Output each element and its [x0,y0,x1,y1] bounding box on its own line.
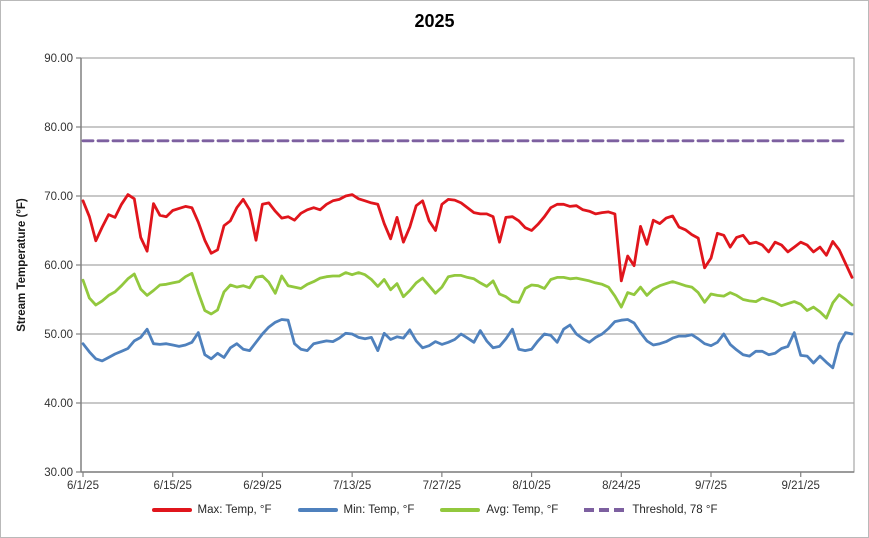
x-tick-label: 6/1/25 [67,480,99,492]
legend-item-threshold: Threshold, 78 °F [584,504,717,516]
y-tick-label: 40.00 [44,398,73,410]
y-tick-label: 90.00 [44,53,73,65]
x-tick-label: 8/24/25 [602,480,640,492]
max-line-swatch-icon [151,508,192,512]
y-tick-label: 30.00 [44,467,73,479]
y-tick-label: 60.00 [44,260,73,272]
min-line-swatch-icon [297,508,338,512]
legend-label-min: Min: Temp, °F [343,504,415,516]
x-tick-label: 6/15/25 [154,480,192,492]
legend-item-avg: Avg: Temp, °F [440,504,558,516]
chart-title: 2025 [414,11,455,31]
x-tick-label: 8/10/25 [512,480,550,492]
x-tick-label: 6/29/25 [243,480,281,492]
legend-label-avg: Avg: Temp, °F [486,504,559,516]
legend-label-threshold: Threshold, 78 °F [632,504,718,516]
series-line [81,193,854,283]
legend-item-min: Min: Temp, °F [297,504,415,516]
legend-label-max: Max: Temp, °F [197,504,272,516]
series-line [81,318,854,370]
chart-legend: Max: Temp, °F Min: Temp, °F Avg: Temp, °… [1,504,868,516]
y-tick-label: 80.00 [44,122,73,134]
x-tick-label: 9/7/25 [695,480,727,492]
legend-item-max: Max: Temp, °F [151,504,272,516]
series-line [81,271,854,320]
x-tick-label: 7/27/25 [423,480,461,492]
y-tick-label: 50.00 [44,329,73,341]
x-tick-label: 9/21/25 [782,480,820,492]
x-tick-label: 7/13/25 [333,480,371,492]
threshold-line-swatch-icon [584,508,627,512]
avg-line-swatch-icon [440,508,481,512]
y-tick-label: 70.00 [44,191,73,203]
